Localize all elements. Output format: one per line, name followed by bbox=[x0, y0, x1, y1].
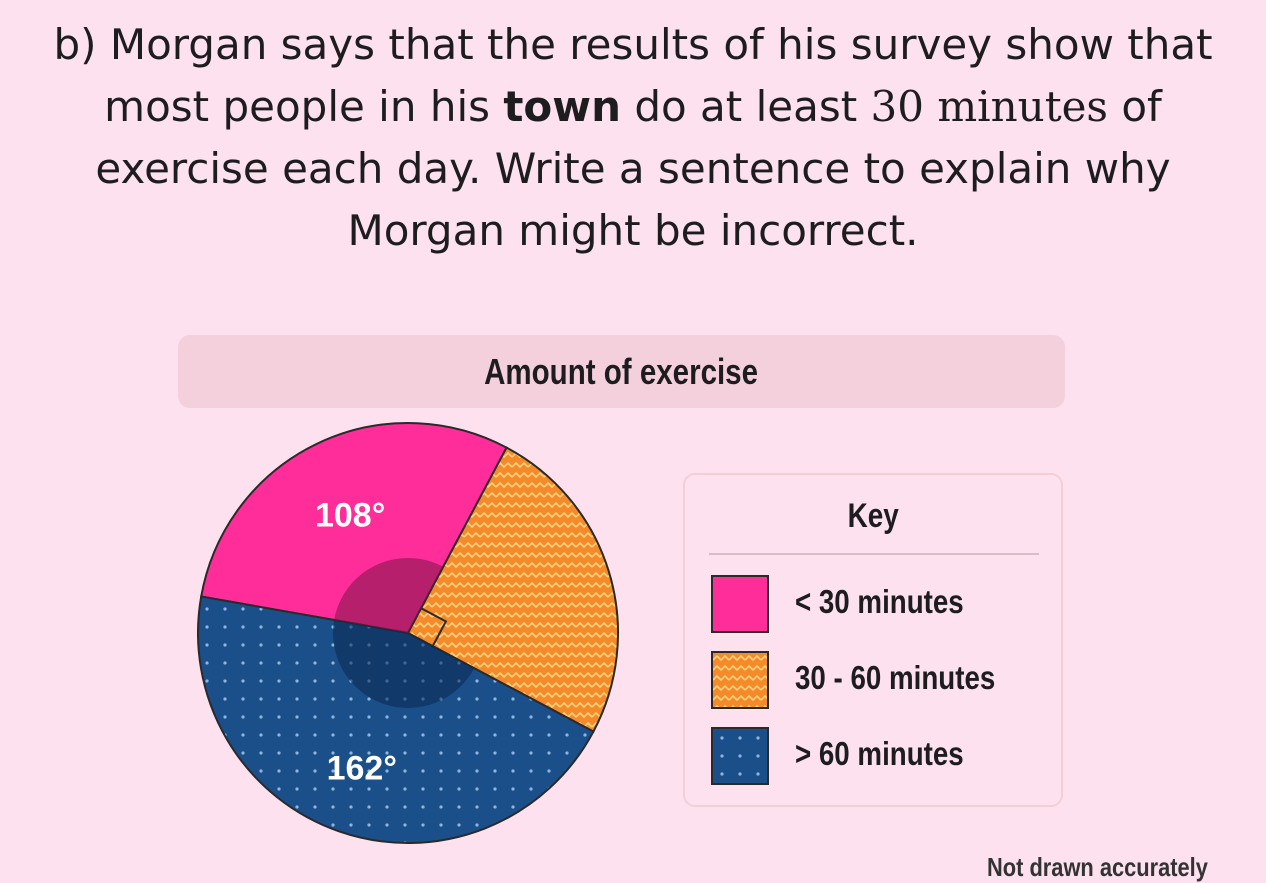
chart-title: Amount of exercise bbox=[484, 350, 759, 392]
legend-title: Key bbox=[847, 497, 899, 535]
slice-angle-label-0: 108° bbox=[315, 496, 385, 534]
question-line-2: most people in his town do at least 30 m… bbox=[20, 76, 1246, 138]
question-line-4: Morgan might be incorrect. bbox=[347, 206, 919, 255]
question-thirty-minutes: 30 minutes bbox=[870, 82, 1108, 131]
question-line-3: exercise each day. Write a sentence to e… bbox=[95, 144, 1171, 193]
not-drawn-accurately-note: Not drawn accurately bbox=[987, 852, 1208, 882]
question-line-1: b) Morgan says that the results of his s… bbox=[53, 20, 1213, 69]
angle-marker-0 bbox=[334, 558, 444, 633]
legend-divider bbox=[709, 553, 1039, 555]
question-line-2-start: most people in his bbox=[104, 82, 504, 131]
legend-swatch-under-30 bbox=[711, 575, 769, 633]
slice-angle-label-2: 162° bbox=[327, 749, 397, 787]
question-text: b) Morgan says that the results of his s… bbox=[20, 14, 1246, 262]
legend-swatch-over-60 bbox=[711, 727, 769, 785]
question-line-2-middle: do at least bbox=[620, 82, 871, 131]
right-angle-marker bbox=[420, 607, 448, 647]
chart-title-bar: Amount of exercise bbox=[178, 335, 1065, 408]
question-keyword-town: town bbox=[503, 82, 621, 131]
angle-marker-2 bbox=[332, 619, 475, 709]
pie-chart: 108° 162° bbox=[197, 422, 619, 844]
pie-slice-2 bbox=[197, 595, 595, 844]
chart-legend: Key < 30 minutes 30 - 60 minutes > 60 mi… bbox=[683, 473, 1063, 807]
legend-label-30-60: 30 - 60 minutes bbox=[795, 659, 996, 696]
legend-swatch-30-60 bbox=[711, 651, 769, 709]
question-line-2-end: of bbox=[1108, 82, 1162, 131]
legend-label-under-30: < 30 minutes bbox=[795, 583, 964, 620]
legend-label-over-60: > 60 minutes bbox=[795, 735, 964, 772]
